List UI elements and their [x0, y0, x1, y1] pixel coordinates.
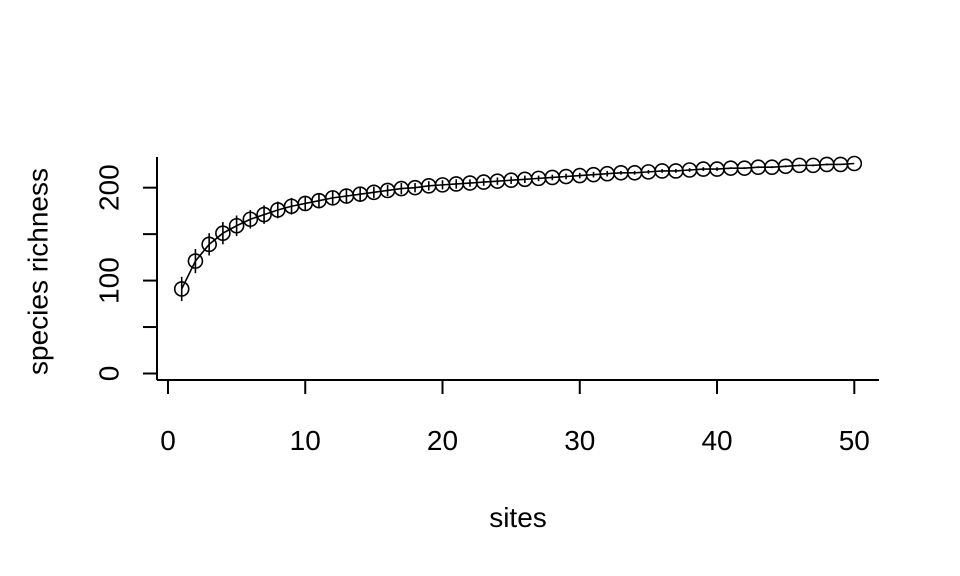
data-point: [173, 281, 190, 297]
data-point: [228, 217, 245, 234]
series-layer: [173, 155, 863, 302]
y-tick-label: 200: [94, 164, 125, 211]
x-tick-label: 0: [160, 425, 176, 456]
x-tick-label: 30: [564, 425, 595, 456]
axes: 0 10 20 30 40 50 0 100 200: [94, 157, 879, 456]
data-point: [846, 155, 863, 172]
data-point: [201, 236, 217, 253]
x-tick-label: 10: [290, 425, 321, 456]
data-point: [187, 253, 204, 269]
y-axis-title: species richness: [23, 168, 54, 375]
data-point: [242, 211, 259, 228]
data-point: [215, 225, 231, 241]
x-tick-label: 50: [839, 425, 870, 456]
x-tick-label: 40: [701, 425, 732, 456]
x-tick-label: 20: [427, 425, 458, 456]
x-axis-title: sites: [489, 502, 547, 533]
data-point: [256, 206, 272, 223]
y-tick-label: 0: [94, 366, 125, 382]
y-tick-label: 100: [94, 257, 125, 304]
